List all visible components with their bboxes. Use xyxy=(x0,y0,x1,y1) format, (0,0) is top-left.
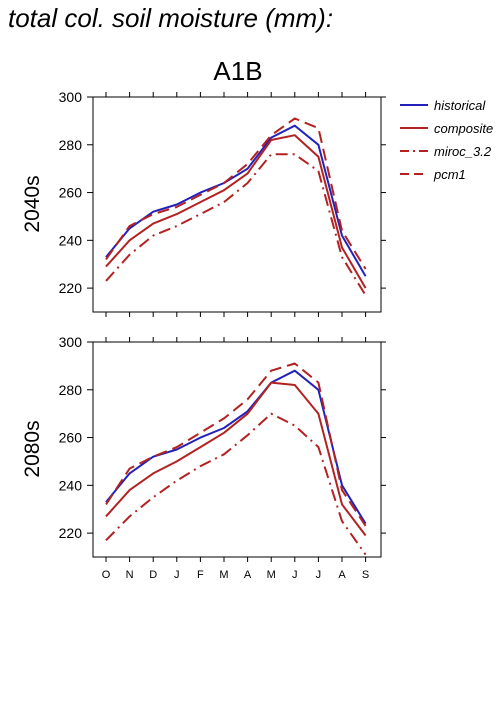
legend-label-historical: historical xyxy=(434,98,486,113)
series-line-historical xyxy=(105,124,367,277)
x-tick-label: D xyxy=(149,569,157,581)
series-line-composite xyxy=(105,134,367,289)
y-tick-label: 280 xyxy=(59,382,83,398)
x-tick-label: O xyxy=(102,569,111,581)
y-tick-label: 300 xyxy=(59,334,83,350)
series-line-pcm1 xyxy=(105,362,367,527)
x-tick-label: J xyxy=(316,569,322,581)
x-tick-label: J xyxy=(174,569,180,581)
y-tick-label: 300 xyxy=(59,89,83,105)
y-tick-label: 220 xyxy=(59,525,83,541)
series-line-composite xyxy=(105,381,367,537)
legend-label-miroc_3.2: miroc_3.2 xyxy=(434,144,492,159)
chart-panels: 2040s 220 240 260 280 300 2080s 220 240 260 280 300… xyxy=(21,89,386,581)
y-tick-label: 260 xyxy=(59,185,83,201)
x-tick-label: M xyxy=(219,569,228,581)
x-tick-label: A xyxy=(244,569,252,581)
series-line-miroc_3.2 xyxy=(105,412,367,556)
chart-panel-2080s: 2080s 220 240 260 280 300 O N D J F M A M J J A S xyxy=(21,334,386,581)
x-tick-label: J xyxy=(292,569,298,581)
x-tick-label: N xyxy=(126,569,134,581)
y-tick-label: 240 xyxy=(59,477,83,493)
x-tick-label: F xyxy=(197,569,204,581)
chart-panel-2040s: 2040s 220 240 260 280 300 xyxy=(21,89,386,317)
panel-label: 2080s xyxy=(21,420,44,477)
plot-frame xyxy=(92,96,382,313)
x-tick-label: A xyxy=(338,569,346,581)
y-tick-label: 220 xyxy=(59,280,83,296)
y-tick-label: 260 xyxy=(59,430,83,446)
plot-frame xyxy=(92,341,382,558)
panel-label: 2040s xyxy=(21,175,44,232)
x-tick-label: M xyxy=(267,569,276,581)
y-tick-label: 240 xyxy=(59,232,83,248)
figure-subtitle: A1B xyxy=(213,56,262,86)
legend-label-composite: composite xyxy=(434,121,493,136)
legend: historical composite miroc_3.2 pcm1 xyxy=(400,98,493,182)
y-tick-label: 280 xyxy=(59,137,83,153)
x-tick-label: S xyxy=(362,569,369,581)
legend-label-pcm1: pcm1 xyxy=(433,167,466,182)
figure-title: total col. soil moisture (mm): xyxy=(8,3,333,33)
series-line-pcm1 xyxy=(105,117,367,270)
